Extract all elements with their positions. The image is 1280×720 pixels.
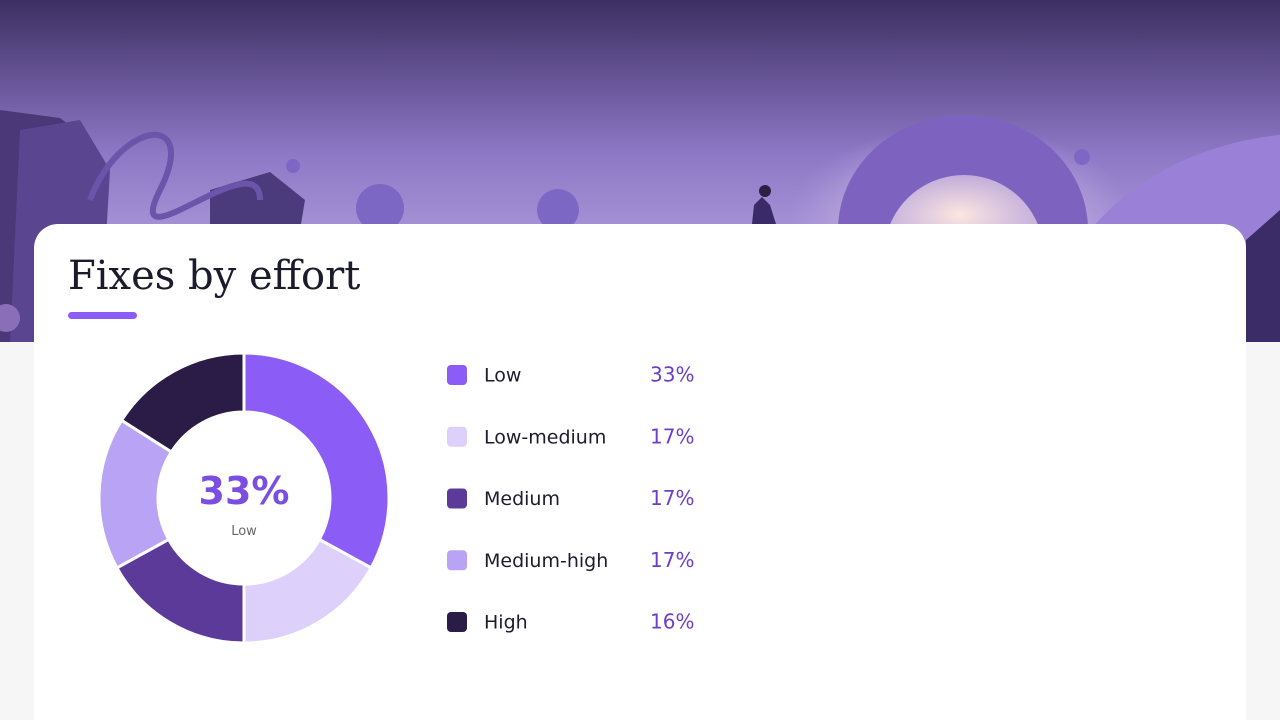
legend-value: 16% [650, 610, 694, 634]
legend-label: Medium-high [484, 550, 608, 572]
legend-label: Low [484, 365, 521, 387]
legend-swatch [447, 365, 467, 385]
legend-swatch [447, 426, 467, 447]
legend-swatch [447, 488, 467, 509]
legend-label: Medium [484, 488, 560, 510]
donut-segment [242, 351, 391, 570]
card-title: Fixes by effort [68, 253, 360, 299]
title-underline [68, 312, 137, 319]
legend-swatch [447, 612, 467, 632]
legend-label: High [484, 612, 528, 634]
legend-label: Low-medium [484, 426, 606, 448]
donut-segment [119, 351, 246, 454]
donut [97, 351, 391, 645]
center-value: 33% [199, 469, 290, 513]
legend-value: 17% [650, 548, 694, 572]
legend: Low 33% Low-medium 17% Medium 17% Medium-high 1… [447, 363, 694, 634]
legend-swatch [447, 550, 467, 571]
legend-value: 17% [650, 486, 694, 510]
legend-value: 17% [650, 424, 694, 448]
legend-value: 33% [650, 363, 694, 387]
center-label: Low [231, 524, 257, 539]
